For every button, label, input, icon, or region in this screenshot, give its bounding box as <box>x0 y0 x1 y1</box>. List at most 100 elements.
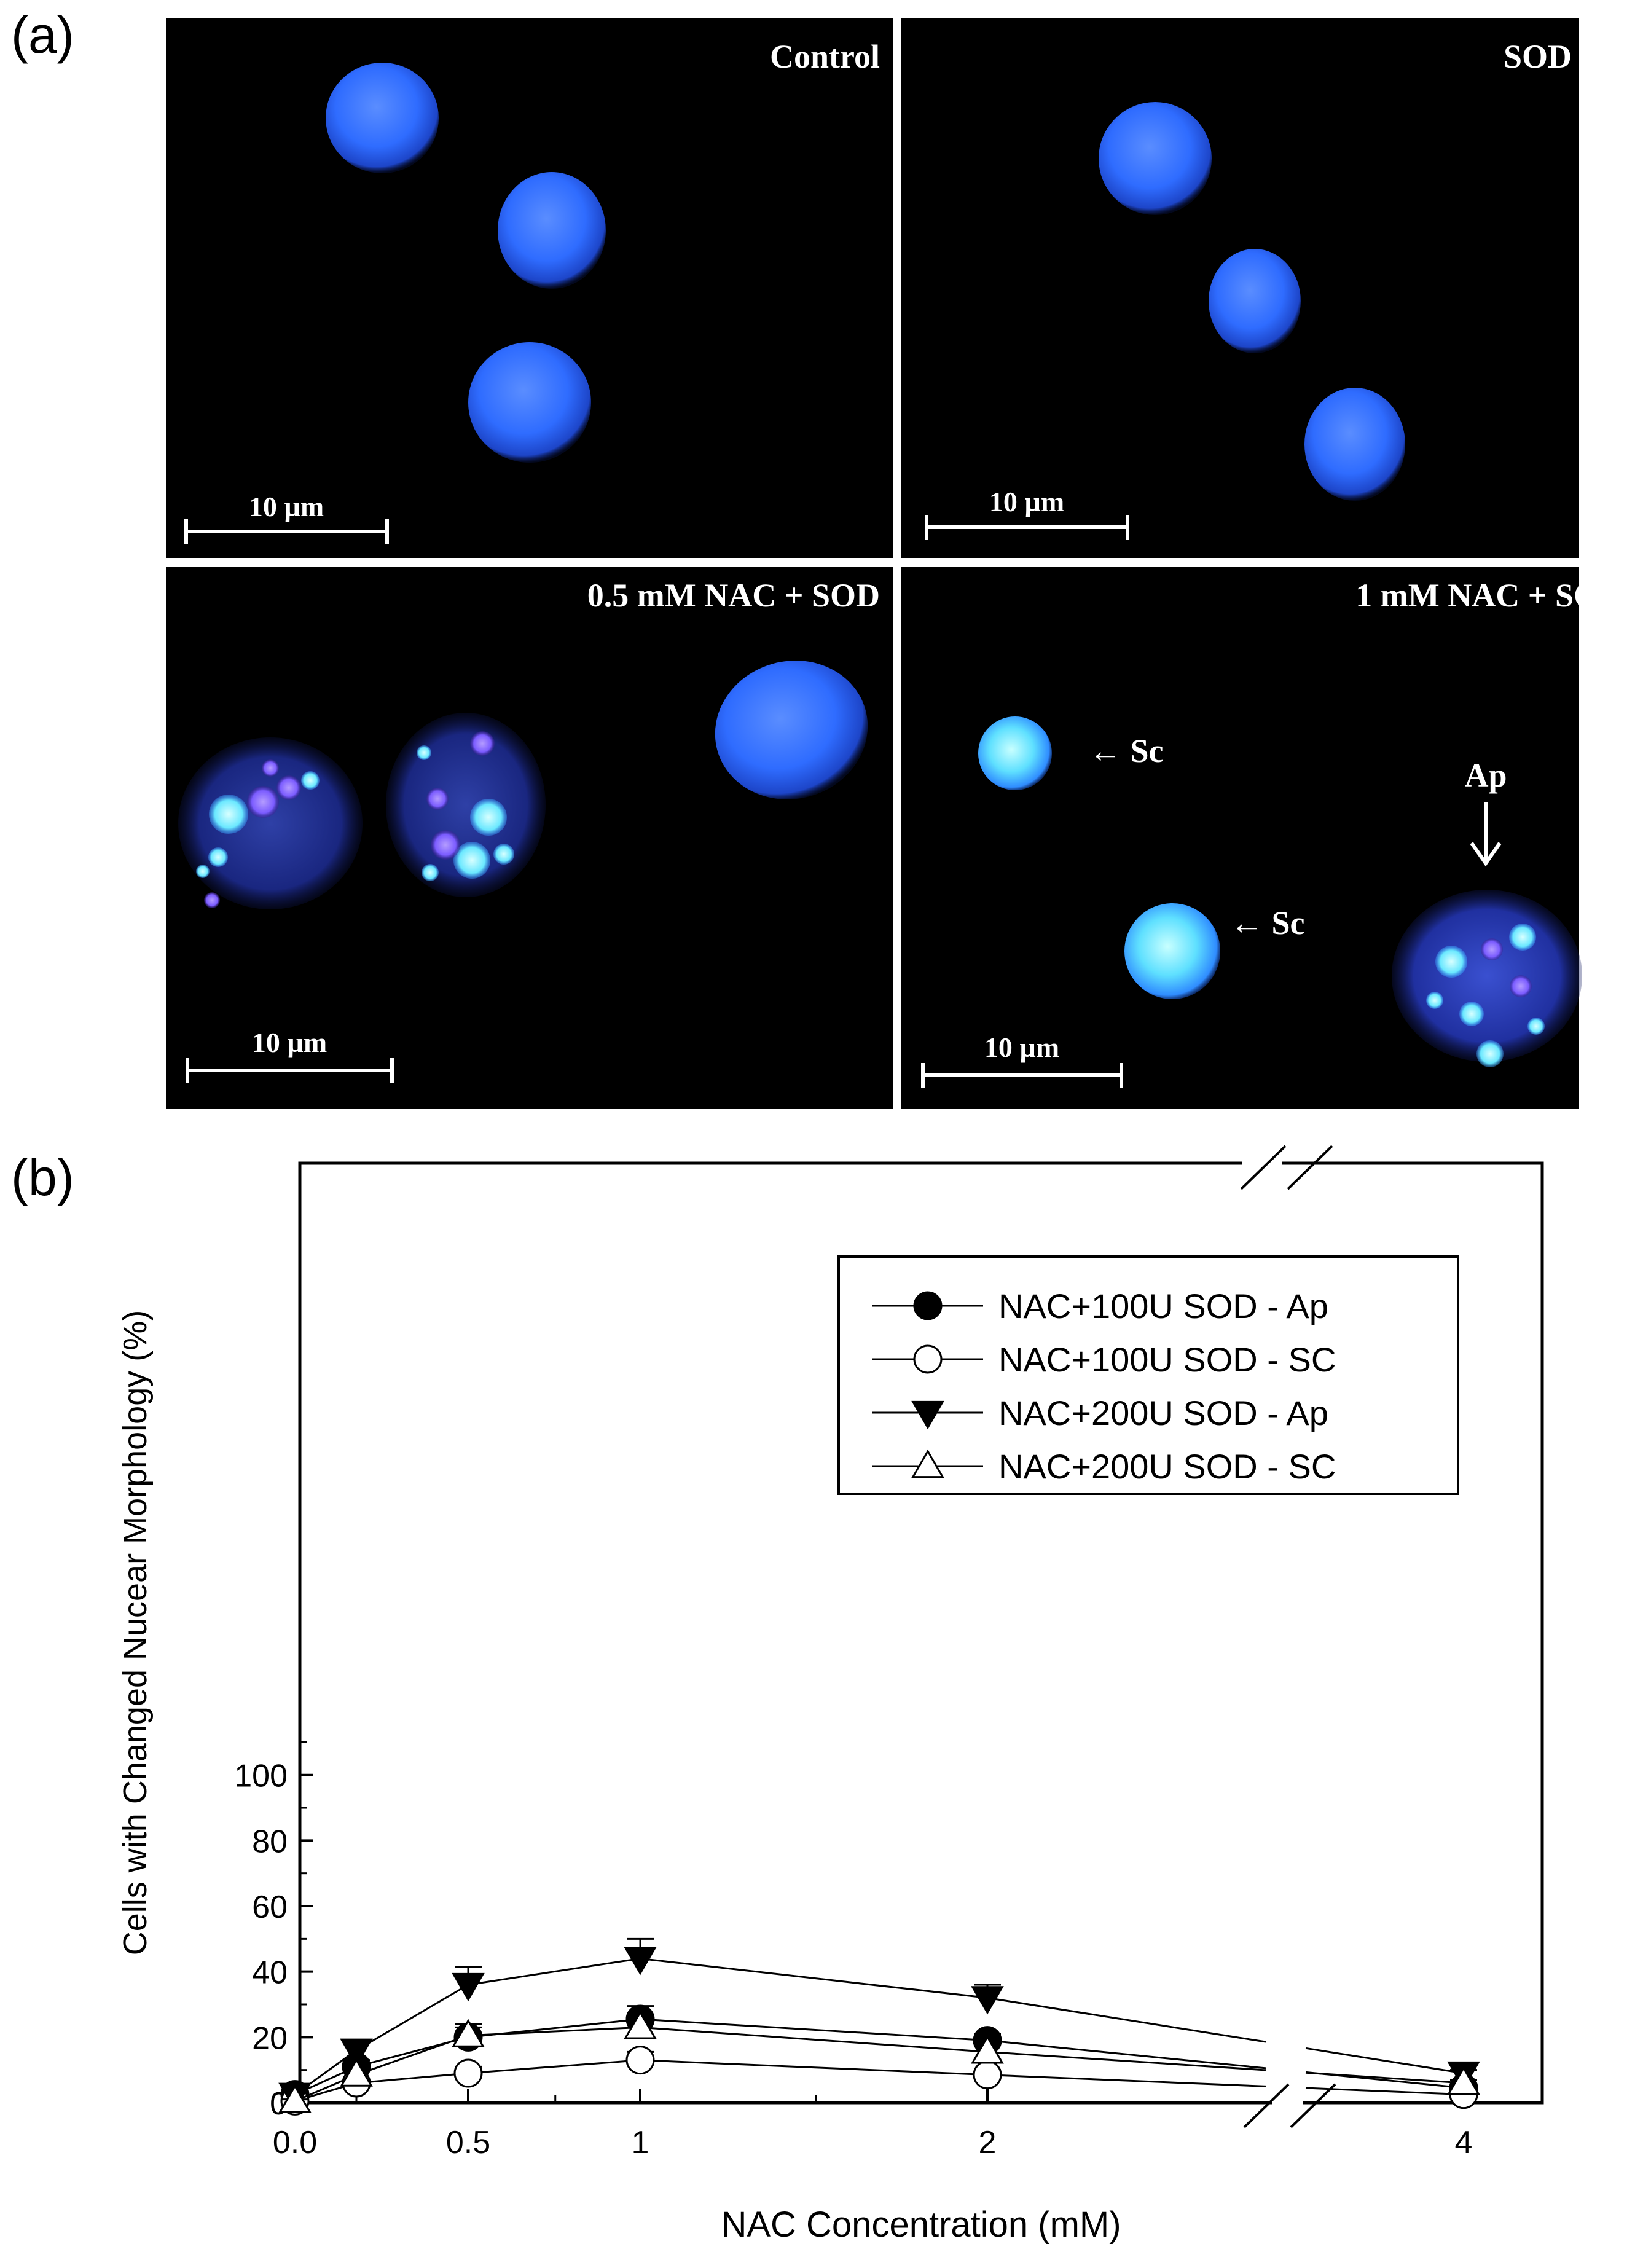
apoptotic-body <box>1426 992 1443 1009</box>
apoptotic-body <box>247 786 279 818</box>
data-point <box>971 1986 1004 2015</box>
apoptotic-body <box>1527 1018 1545 1035</box>
nucleus <box>498 172 606 289</box>
data-point <box>452 1972 485 2002</box>
data-point <box>624 1947 657 1976</box>
series-line <box>294 1957 1464 2095</box>
micrograph-sod: SOD 10 µm <box>925 38 1572 540</box>
y-tick-label: 60 <box>252 1889 288 1925</box>
series-0 <box>280 2004 1478 2109</box>
x-tick-label: 4 <box>1455 2125 1473 2160</box>
apoptotic-body <box>196 865 210 878</box>
nucleus <box>468 342 591 463</box>
micrograph-control: Control 10 µm <box>184 38 880 544</box>
axis-break-gap-bottom <box>1272 2095 1303 2111</box>
data-point <box>973 2060 1002 2090</box>
legend-label: NAC+100U SOD - Ap <box>998 1287 1328 1325</box>
data-point <box>340 2058 373 2087</box>
series-2 <box>278 1937 1480 2111</box>
micrograph-title: SOD <box>1504 38 1572 75</box>
y-tick-label: 80 <box>252 1824 288 1859</box>
apoptotic-body <box>1476 1040 1504 1067</box>
sc-annotation: ← Sc <box>1089 732 1164 769</box>
axis-break-slash <box>1290 2083 1336 2129</box>
apoptotic-body <box>262 759 279 777</box>
apoptotic-body <box>417 745 431 760</box>
shrunken-nucleus <box>1124 903 1220 999</box>
panel-a-label: (a) <box>11 6 74 64</box>
apoptotic-body <box>1481 938 1503 960</box>
data-point <box>453 2058 483 2088</box>
divider-horizontal <box>166 558 1579 567</box>
x-tick-label: 2 <box>979 2125 997 2160</box>
data-point <box>911 1400 944 1430</box>
data-point <box>971 2035 1004 2064</box>
series-3 <box>278 2011 1480 2113</box>
x-axis-label: NAC Concentration (mM) <box>721 2205 1121 2245</box>
apoptotic-body <box>209 795 248 834</box>
micrograph-0-5mm-nac-sod: 0.5 mM NAC + SOD 10 µm <box>178 577 880 1083</box>
scale-bar-label: 10 µm <box>249 491 324 522</box>
legend-box <box>837 1255 1459 1495</box>
x-axis-ticks: 0.0 0.5 1 2 4 <box>273 2089 1473 2160</box>
micrograph-grid: Control 10 µm SOD 10 µm 0.5 mM NAC + SOD <box>166 18 1623 1109</box>
apoptotic-body <box>208 847 228 867</box>
panel-b-label: (b) <box>11 1148 74 1206</box>
apoptotic-body <box>1435 946 1467 978</box>
data-point <box>278 2084 312 2113</box>
y-tick-label: 100 <box>234 1759 288 1794</box>
apoptotic-body <box>276 775 301 800</box>
apoptotic-body <box>470 799 507 836</box>
scale-bar-label: 10 µm <box>984 1032 1059 1063</box>
apoptotic-body <box>431 830 460 860</box>
series-layer <box>278 1937 1480 2116</box>
apoptotic-body <box>493 844 514 865</box>
axis-break-slash <box>1243 2083 1290 2129</box>
apoptotic-body <box>1509 924 1536 951</box>
sc-annotation: ← Sc <box>1230 904 1305 941</box>
legend-items: NAC+100U SOD - Ap NAC+100U SOD - SC NAC+20… <box>872 1287 1336 1486</box>
data-point <box>1447 2066 1480 2095</box>
data-point <box>913 1291 943 1320</box>
axis-break-slash <box>1240 1145 1287 1190</box>
data-point <box>340 2038 373 2067</box>
x-tick-label: 0.5 <box>446 2125 490 2160</box>
y-axis-label: Cells with Changed Nucear Morphology (%) <box>117 1310 154 1955</box>
micrograph-title: 0.5 mM NAC + SOD <box>587 577 880 614</box>
y-tick-label: 40 <box>252 1955 288 1991</box>
nucleus <box>1099 102 1212 215</box>
ap-annotation: Ap <box>1464 757 1507 794</box>
nucleus <box>1304 388 1405 501</box>
legend: NAC+100U SOD - Ap NAC+100U SOD - SC NAC+20… <box>837 1255 1459 1495</box>
nucleus <box>715 661 868 799</box>
apoptotic-body <box>1510 975 1532 997</box>
micrograph-title: Control <box>770 38 880 75</box>
apoptotic-body <box>204 892 220 908</box>
axis-break <box>1240 1145 1336 2129</box>
data-point <box>913 1344 943 1374</box>
apoptotic-body <box>470 731 495 756</box>
apoptotic-body <box>426 788 449 810</box>
apoptotic-body <box>422 864 439 881</box>
data-point <box>624 2011 657 2039</box>
shrunken-nucleus <box>978 716 1052 790</box>
y-tick-label: 20 <box>252 2020 288 2056</box>
micrograph-1mm-nac-sod: 1 mM NAC + SOD ← Sc ← Sc Ap 10 µm <box>921 577 1623 1088</box>
axis-break-slash <box>1287 1145 1333 1190</box>
plot-frame <box>298 1161 1544 2105</box>
apoptotic-cell <box>1392 890 1582 1062</box>
legend-label: NAC+100U SOD - SC <box>998 1340 1336 1379</box>
legend-label: NAC+200U SOD - Ap <box>998 1394 1328 1432</box>
apoptotic-body <box>301 771 320 790</box>
x-tick-label: 1 <box>632 2125 649 2160</box>
micrograph-title: 1 mM NAC + SOD <box>1355 577 1623 614</box>
nucleus <box>326 63 439 173</box>
ap-arrow-head <box>1470 842 1502 867</box>
x-tick-label: 0.0 <box>273 2125 317 2160</box>
data-point <box>452 2019 485 2047</box>
legend-label: NAC+200U SOD - SC <box>998 1447 1336 1486</box>
nucleus <box>1209 249 1301 353</box>
apoptotic-body <box>453 842 490 879</box>
